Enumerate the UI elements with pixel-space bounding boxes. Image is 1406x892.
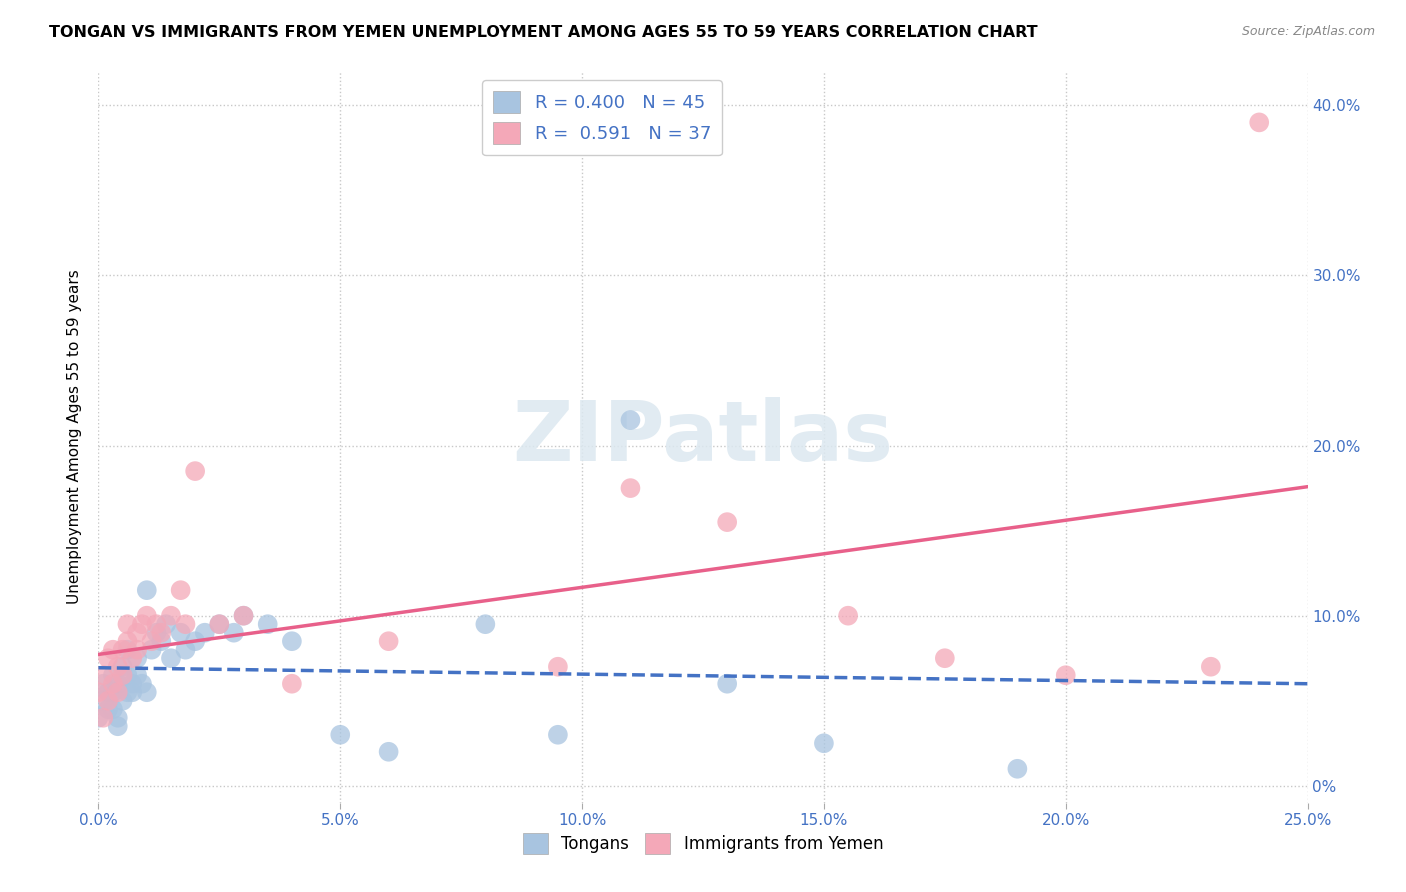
Point <box>716 515 738 529</box>
Point <box>256 617 278 632</box>
Point <box>117 634 139 648</box>
Text: TONGAN VS IMMIGRANTS FROM YEMEN UNEMPLOYMENT AMONG AGES 55 TO 59 YEARS CORRELATI: TONGAN VS IMMIGRANTS FROM YEMEN UNEMPLOY… <box>49 25 1038 40</box>
Point <box>101 642 124 657</box>
Point <box>232 608 254 623</box>
Point <box>121 651 143 665</box>
Point <box>160 651 183 665</box>
Point <box>87 711 110 725</box>
Point <box>547 728 569 742</box>
Point <box>97 694 120 708</box>
Point <box>145 625 167 640</box>
Point <box>127 668 149 682</box>
Point <box>111 659 134 673</box>
Point <box>91 694 114 708</box>
Legend: Tongans, Immigrants from Yemen: Tongans, Immigrants from Yemen <box>516 827 890 860</box>
Point <box>184 464 207 478</box>
Point <box>474 617 496 632</box>
Point <box>155 617 177 632</box>
Point <box>127 642 149 657</box>
Point <box>97 702 120 716</box>
Point <box>117 668 139 682</box>
Point <box>281 677 304 691</box>
Point <box>101 677 124 691</box>
Point <box>329 728 352 742</box>
Point <box>150 625 173 640</box>
Point <box>101 668 124 682</box>
Point <box>131 617 153 632</box>
Point <box>169 583 191 598</box>
Point <box>194 625 217 640</box>
Point <box>121 677 143 691</box>
Point <box>184 634 207 648</box>
Text: ZIPatlas: ZIPatlas <box>513 397 893 477</box>
Point <box>101 702 124 716</box>
Point <box>111 694 134 708</box>
Y-axis label: Unemployment Among Ages 55 to 59 years: Unemployment Among Ages 55 to 59 years <box>67 269 83 605</box>
Point <box>160 608 183 623</box>
Point <box>91 677 114 691</box>
Point <box>1054 668 1077 682</box>
Point <box>145 617 167 632</box>
Point <box>117 642 139 657</box>
Point <box>97 685 120 699</box>
Point <box>135 685 157 699</box>
Point <box>169 625 191 640</box>
Point <box>377 745 399 759</box>
Point <box>141 634 163 648</box>
Point <box>127 625 149 640</box>
Point <box>87 685 110 699</box>
Point <box>117 617 139 632</box>
Point <box>1249 115 1271 129</box>
Point <box>135 608 157 623</box>
Point <box>131 677 153 691</box>
Point <box>97 651 120 665</box>
Point <box>121 685 143 699</box>
Point <box>934 651 956 665</box>
Point <box>150 634 173 648</box>
Point <box>101 685 124 699</box>
Point <box>127 651 149 665</box>
Point <box>619 481 641 495</box>
Point <box>107 711 129 725</box>
Point <box>91 668 114 682</box>
Point <box>281 634 304 648</box>
Point <box>141 642 163 657</box>
Point <box>107 677 129 691</box>
Point <box>174 617 197 632</box>
Point <box>837 608 859 623</box>
Point <box>1007 762 1029 776</box>
Point <box>547 659 569 673</box>
Point <box>377 634 399 648</box>
Point <box>111 668 134 682</box>
Text: Source: ZipAtlas.com: Source: ZipAtlas.com <box>1241 25 1375 38</box>
Point <box>222 625 245 640</box>
Point <box>91 711 114 725</box>
Point <box>135 583 157 598</box>
Point <box>117 685 139 699</box>
Point <box>813 736 835 750</box>
Point <box>716 677 738 691</box>
Point <box>619 413 641 427</box>
Point <box>174 642 197 657</box>
Point <box>111 642 134 657</box>
Point <box>208 617 231 632</box>
Point <box>107 719 129 733</box>
Point <box>208 617 231 632</box>
Point <box>107 659 129 673</box>
Point <box>1199 659 1222 673</box>
Point <box>107 685 129 699</box>
Point <box>232 608 254 623</box>
